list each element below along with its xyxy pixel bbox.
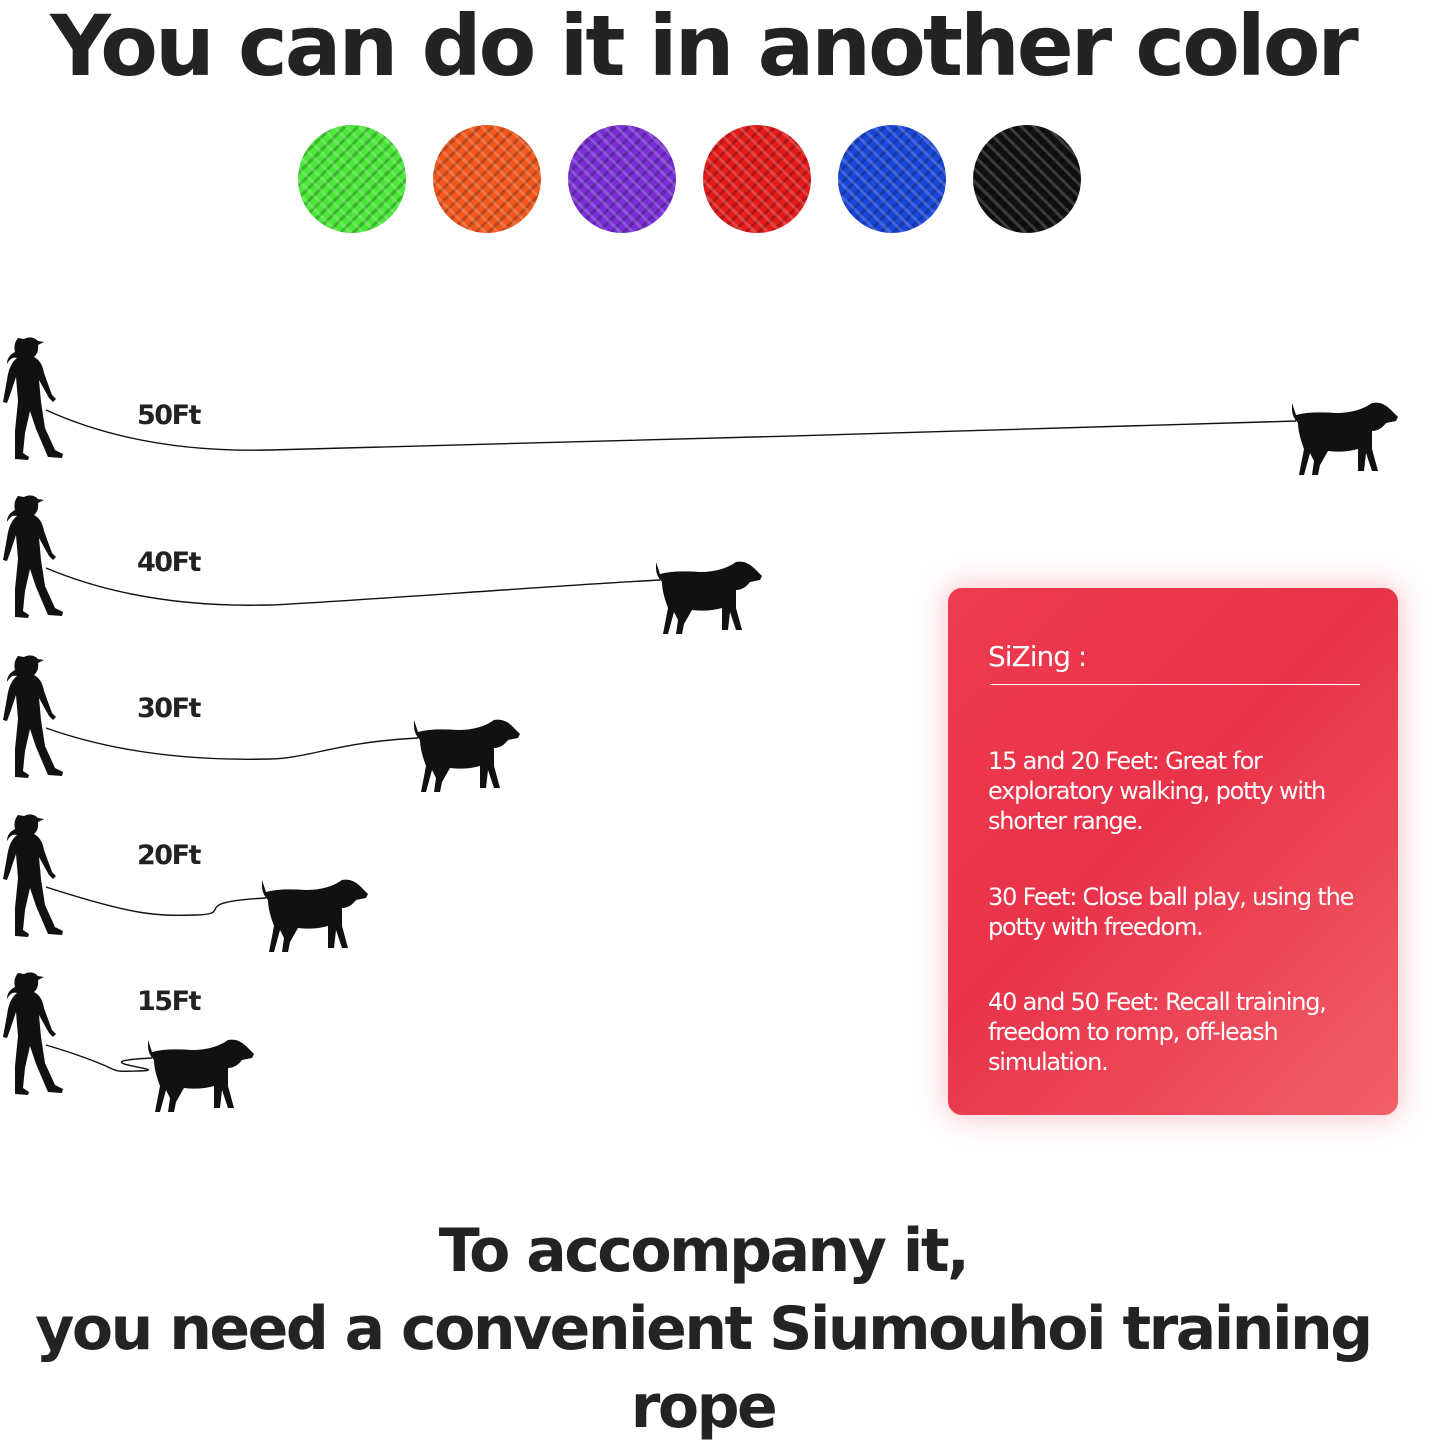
sizing-item: 30 Feet: Close ball play, using the pott… bbox=[988, 883, 1354, 941]
leash-line bbox=[45, 727, 419, 760]
dog-silhouette-icon bbox=[656, 561, 762, 634]
sizing-card: SiZing : 15 and 20 Feet: Great for explo… bbox=[946, 586, 1400, 1117]
footer-line-2: you need a convenient Siumouhoi training… bbox=[35, 1294, 1373, 1442]
walker-silhouette-icon bbox=[3, 972, 63, 1095]
headline: You can do it in another color bbox=[50, 0, 1359, 95]
sizing-item: 40 and 50 Feet: Recall training, freedom… bbox=[988, 988, 1327, 1076]
color-swatch-green bbox=[298, 125, 406, 233]
length-label: 50Ft bbox=[137, 400, 201, 431]
dog-silhouette-icon bbox=[148, 1039, 254, 1112]
color-swatch-red bbox=[703, 125, 811, 233]
leash-line bbox=[45, 567, 661, 606]
length-label: 30Ft bbox=[137, 693, 201, 724]
dog-silhouette-icon bbox=[1292, 402, 1398, 475]
color-swatch-purple bbox=[568, 125, 676, 233]
leash-length-illustration bbox=[3, 337, 1398, 1112]
walker-silhouette-icon bbox=[3, 495, 63, 618]
length-label: 15Ft bbox=[137, 986, 201, 1017]
walker-silhouette-icon bbox=[3, 814, 63, 937]
leash-line bbox=[45, 409, 1297, 451]
length-label: 40Ft bbox=[137, 547, 201, 578]
sizing-heading: SiZing : bbox=[988, 640, 1087, 673]
leash-line bbox=[45, 1044, 153, 1072]
color-swatch-orange bbox=[433, 125, 541, 233]
walker-silhouette-icon bbox=[3, 655, 63, 778]
dog-silhouette-icon bbox=[414, 719, 520, 792]
walker-silhouette-icon bbox=[3, 337, 63, 460]
length-label: 20Ft bbox=[137, 840, 201, 871]
footer-line-1: To accompany it, bbox=[438, 1216, 970, 1286]
leash-line bbox=[45, 886, 267, 916]
dog-silhouette-icon bbox=[262, 879, 368, 952]
sizing-divider bbox=[990, 684, 1360, 685]
color-swatch-black bbox=[973, 125, 1081, 233]
sizing-item: 15 and 20 Feet: Great for exploratory wa… bbox=[988, 747, 1326, 835]
color-swatches bbox=[298, 125, 1081, 233]
color-swatch-blue bbox=[838, 125, 946, 233]
